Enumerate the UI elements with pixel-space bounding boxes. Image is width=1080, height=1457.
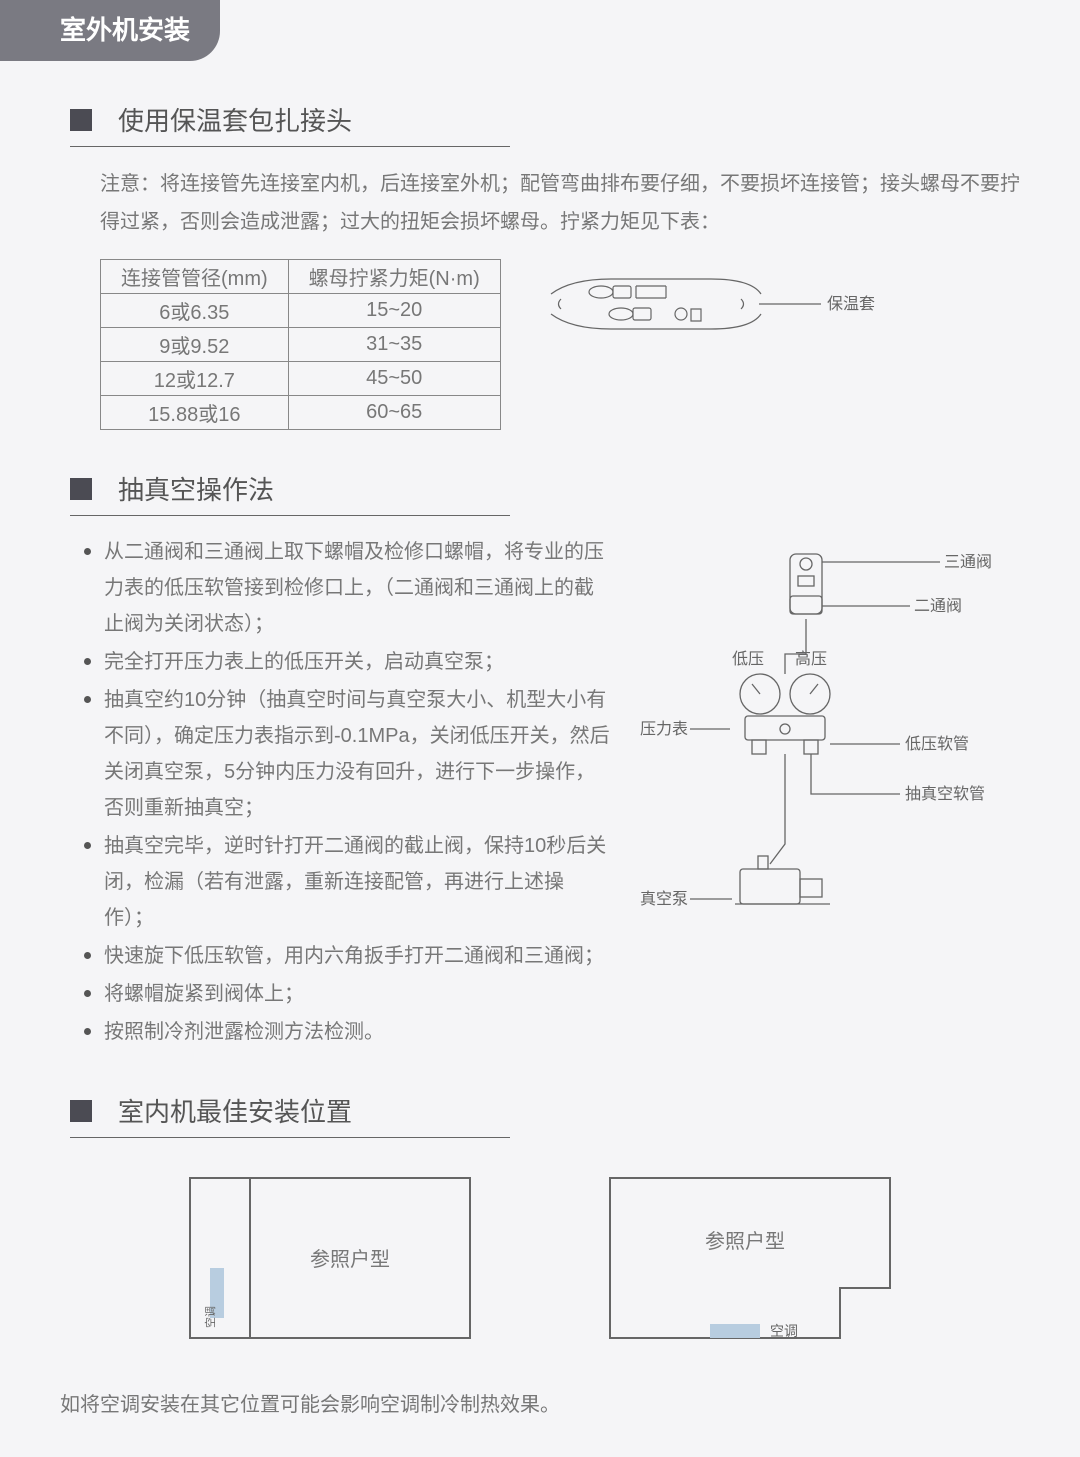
plan-label: 参照户型: [310, 1248, 390, 1271]
three-way-label: 三通阀: [944, 553, 992, 571]
insulation-note: 注意：将连接管先连接室内机，后连接室外机；配管弯曲排布要仔细，不要损坏连接管；接…: [100, 165, 1020, 241]
table-row: 12或12.745~50: [101, 362, 501, 396]
table-header: 螺母拧紧力矩(N·m): [288, 260, 500, 294]
torque-table: 连接管管径(mm) 螺母拧紧力矩(N·m) 6或6.3515~20 9或9.52…: [100, 259, 501, 430]
heading-title: 抽真空操作法: [118, 470, 274, 507]
heading-title: 使用保温套包扎接头: [118, 101, 352, 138]
list-item: 从二通阀和三通阀上取下螺帽及检修口螺帽，将专业的压力表的低压软管接到检修口上，（…: [80, 534, 610, 642]
heading-bullet: [70, 478, 92, 500]
vac-hose-label: 抽真空软管: [905, 785, 985, 803]
pump-label: 真空泵: [640, 890, 688, 908]
list-item: 抽真空约10分钟（抽真空时间与真空泵大小、机型大小有不同），确定压力表指示到-0…: [80, 682, 610, 826]
sleeve-label: 保温套: [827, 295, 875, 313]
section-heading: 使用保温套包扎接头: [70, 101, 510, 147]
vacuum-diagram: 三通阀 二通阀 低压 高压 低压软管 抽真空软管 压力表 真空泵: [640, 534, 1020, 944]
vacuum-steps: 从二通阀和三通阀上取下螺帽及检修口螺帽，将专业的压力表的低压软管接到检修口上，（…: [80, 534, 610, 1052]
heading-title: 室内机最佳安装位置: [118, 1092, 352, 1129]
floorplan-1: 空调 参照户型: [180, 1168, 480, 1348]
plan-label: 参照户型: [705, 1230, 785, 1253]
lp-hose-label: 低压软管: [905, 735, 969, 753]
table-row: 15.88或1660~65: [101, 396, 501, 430]
ac-label: 空调: [203, 1306, 217, 1328]
floorplan-2: 空调 参照户型: [600, 1168, 900, 1348]
insulation-diagram: 保温套: [541, 259, 901, 349]
table-row: 9或9.5231~35: [101, 328, 501, 362]
list-item: 按照制冷剂泄露检测方法检测。: [80, 1014, 610, 1050]
position-footnote: 如将空调安装在其它位置可能会影响空调制冷制热效果。: [60, 1388, 1080, 1417]
two-way-label: 二通阀: [914, 597, 962, 615]
ac-label: 空调: [770, 1323, 798, 1339]
table-header: 连接管管径(mm): [101, 260, 289, 294]
section-heading: 抽真空操作法: [70, 470, 510, 516]
list-item: 完全打开压力表上的低压开关，启动真空泵；: [80, 644, 610, 680]
table-row: 6或6.3515~20: [101, 294, 501, 328]
section-heading: 室内机最佳安装位置: [70, 1092, 510, 1138]
gauge-label: 压力表: [640, 720, 688, 738]
list-item: 将螺帽旋紧到阀体上；: [80, 976, 610, 1012]
high-pressure-label: 高压: [795, 650, 827, 668]
list-item: 抽真空完毕，逆时针打开二通阀的截止阀，保持10秒后关闭，检漏（若有泄露，重新连接…: [80, 828, 610, 936]
section-position: 室内机最佳安装位置 空调 参照户型 空调 参照户型: [70, 1092, 1020, 1348]
low-pressure-label: 低压: [732, 650, 764, 668]
page-header: 室外机安装: [0, 0, 220, 61]
list-item: 快速旋下低压软管，用内六角扳手打开二通阀和三通阀；: [80, 938, 610, 974]
heading-bullet: [70, 1100, 92, 1122]
section-insulation: 使用保温套包扎接头 注意：将连接管先连接室内机，后连接室外机；配管弯曲排布要仔细…: [70, 101, 1020, 430]
heading-bullet: [70, 109, 92, 131]
section-vacuum: 抽真空操作法 从二通阀和三通阀上取下螺帽及检修口螺帽，将专业的压力表的低压软管接…: [70, 470, 1020, 1052]
